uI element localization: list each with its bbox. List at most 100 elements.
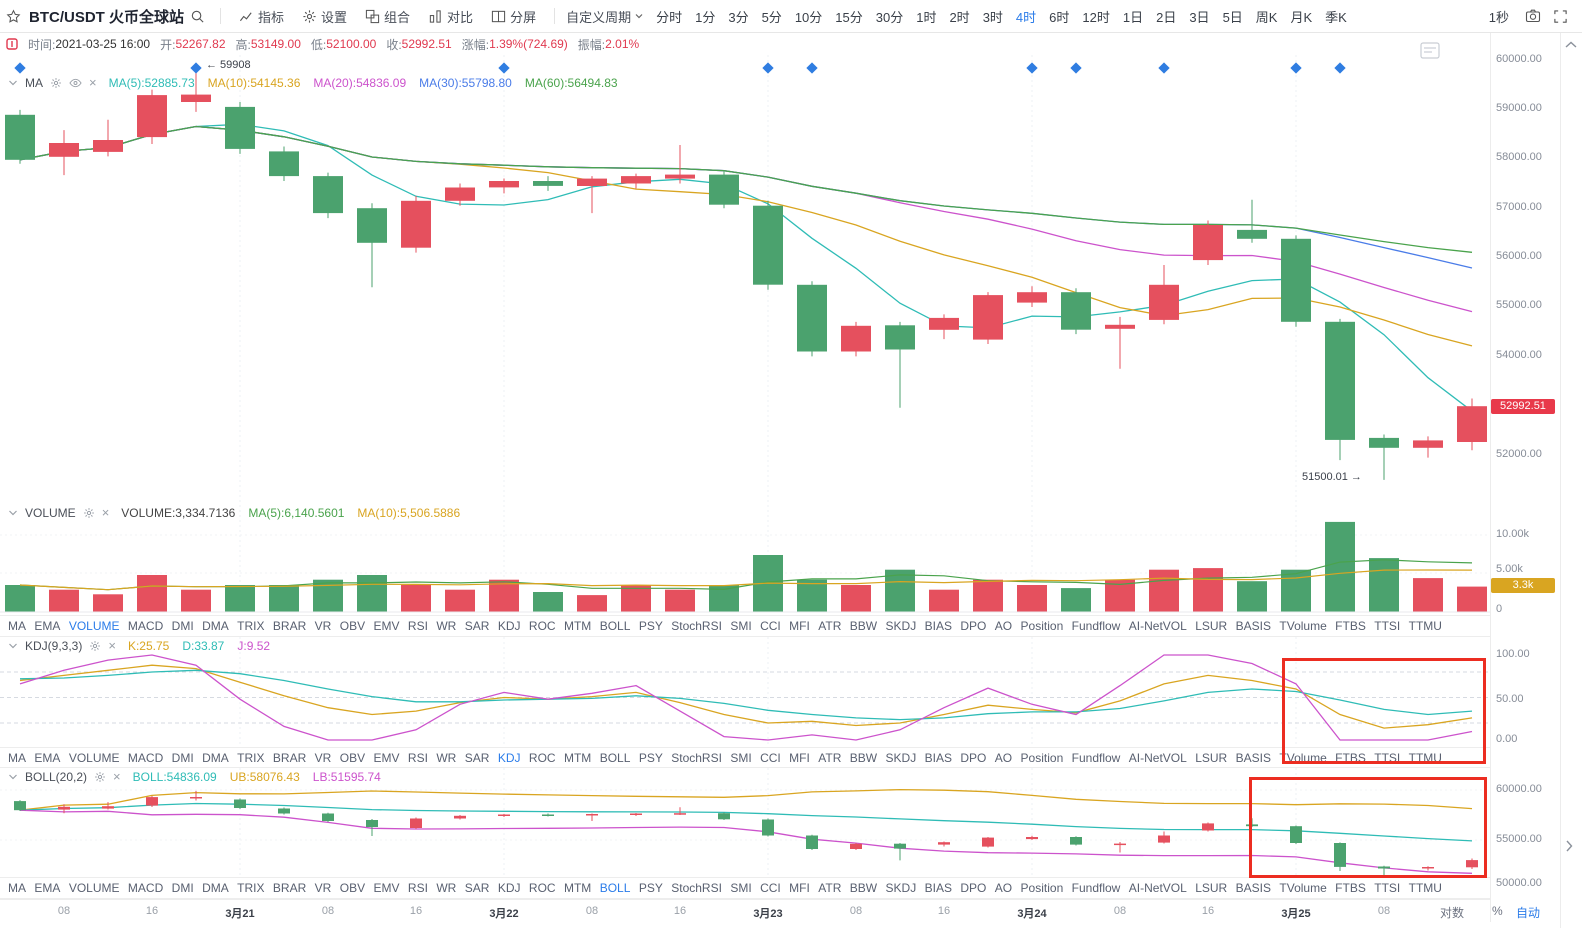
tab-smi[interactable]: SMI [730,619,752,633]
gear-icon[interactable] [94,771,106,783]
tab-bias[interactable]: BIAS [924,750,952,765]
log-scale-button[interactable]: 对数 [1440,906,1465,920]
tab-lsur[interactable]: LSUR [1195,750,1228,765]
period-月K[interactable]: 月K [1290,9,1313,25]
chart-panel-icon[interactable] [1420,42,1440,64]
period-周K[interactable]: 周K [1255,9,1278,25]
volume-chart[interactable] [0,500,1490,615]
tab-trix[interactable]: TRIX [237,750,265,765]
tab-lsur[interactable]: LSUR [1195,881,1228,895]
tab-volume[interactable]: VOLUME [68,619,120,633]
tab-tvolume[interactable]: TVolume [1279,619,1327,633]
tab-cci[interactable]: CCI [760,750,781,765]
tab-kdj[interactable]: KDJ [497,619,521,633]
tab-roc[interactable]: ROC [528,619,556,633]
period-2日[interactable]: 2日 [1156,9,1177,25]
tool-compare[interactable]: 对比 [428,7,473,26]
percent-scale-button[interactable]: % [1492,904,1503,918]
tab-skdj[interactable]: SKDJ [885,619,917,633]
tab-ftbs[interactable]: FTBS [1335,881,1366,895]
tab-boll[interactable]: BOLL [599,750,631,765]
period-1分[interactable]: 1分 [695,9,716,25]
tab-ma[interactable]: MA [8,750,26,765]
tab-rsi[interactable]: RSI [407,881,428,895]
tab-stochrsi[interactable]: StochRSI [671,619,722,633]
close-icon[interactable]: × [89,75,97,90]
period-3日[interactable]: 3日 [1189,9,1210,25]
tab-macd[interactable]: MACD [127,750,164,765]
period-12时[interactable]: 12时 [1082,9,1110,25]
tab-cci[interactable]: CCI [760,881,781,895]
second-interval-button[interactable]: 1秒 [1488,9,1509,25]
price-axis[interactable] [1490,33,1561,922]
tool-combo[interactable]: 组合 [365,7,410,26]
tab-brar[interactable]: BRAR [272,881,307,895]
period-2时[interactable]: 2时 [949,9,970,25]
period-5分[interactable]: 5分 [761,9,782,25]
tab-smi[interactable]: SMI [730,881,752,895]
tab-roc[interactable]: ROC [528,881,556,895]
chevron-right-icon[interactable] [1564,839,1574,858]
tab-ao[interactable]: AO [994,619,1013,633]
tab-skdj[interactable]: SKDJ [885,881,917,895]
tab-psy[interactable]: PSY [638,881,663,895]
gear-icon[interactable] [50,77,62,89]
tab-sar[interactable]: SAR [464,750,490,765]
tab-bbw[interactable]: BBW [849,881,878,895]
collapse-chevron-icon[interactable] [8,642,18,650]
period-1日[interactable]: 1日 [1122,9,1144,25]
period-4时[interactable]: 4时 [1015,9,1037,25]
close-icon[interactable]: × [113,769,121,784]
tab-ma[interactable]: MA [8,619,26,633]
tab-ao[interactable]: AO [994,881,1013,895]
tab-volume[interactable]: VOLUME [68,881,120,895]
tab-bias[interactable]: BIAS [924,619,952,633]
tab-ema[interactable]: EMA [34,750,61,765]
period-1时[interactable]: 1时 [916,9,937,25]
collapse-chevron-icon[interactable] [8,773,18,781]
tab-obv[interactable]: OBV [339,881,366,895]
tab-wr[interactable]: WR [436,750,457,765]
tab-obv[interactable]: OBV [339,750,366,765]
boll-chart[interactable] [0,768,1490,877]
tab-macd[interactable]: MACD [127,619,164,633]
period-3时[interactable]: 3时 [982,9,1003,25]
tab-tvolume[interactable]: TVolume [1279,881,1327,895]
gear-icon[interactable] [83,507,95,519]
tab-dmi[interactable]: DMI [171,619,194,633]
custom-period-dropdown[interactable]: 自定义周期 [566,7,644,26]
tab-stochrsi[interactable]: StochRSI [671,881,722,895]
tab-position[interactable]: Position [1020,619,1064,633]
tab-psy[interactable]: PSY [638,619,663,633]
kdj-chart[interactable] [0,637,1490,747]
tab-volume[interactable]: VOLUME [68,750,120,765]
auto-scale-button[interactable]: 自动 [1516,906,1541,920]
tool-indicator[interactable]: 指标 [239,7,284,26]
tab-rsi[interactable]: RSI [407,619,428,633]
chevron-up-icon[interactable] [1564,37,1578,55]
period-10分[interactable]: 10分 [794,9,823,25]
tab-dpo[interactable]: DPO [960,619,987,633]
search-icon[interactable] [184,9,211,24]
tab-trix[interactable]: TRIX [237,881,265,895]
tab-mtm[interactable]: MTM [563,619,592,633]
tab-stochrsi[interactable]: StochRSI [671,750,722,765]
tab-cci[interactable]: CCI [760,619,781,633]
tab-emv[interactable]: EMV [373,750,400,765]
tab-brar[interactable]: BRAR [272,750,307,765]
tab-skdj[interactable]: SKDJ [885,750,917,765]
tool-settings[interactable]: 设置 [302,7,347,26]
tab-boll[interactable]: BOLL [599,881,631,895]
collapse-chevron-icon[interactable] [8,79,18,87]
tab-dpo[interactable]: DPO [960,881,987,895]
tab-sar[interactable]: SAR [464,881,490,895]
tab-bbw[interactable]: BBW [849,619,878,633]
tab-dmi[interactable]: DMI [171,881,194,895]
tab-kdj[interactable]: KDJ [497,750,521,765]
tab-lsur[interactable]: LSUR [1195,619,1228,633]
period-6时[interactable]: 6时 [1049,9,1070,25]
tab-vr[interactable]: VR [314,881,332,895]
tab-vr[interactable]: VR [314,750,332,765]
tab-ao[interactable]: AO [994,750,1013,765]
period-30分[interactable]: 30分 [875,9,904,25]
